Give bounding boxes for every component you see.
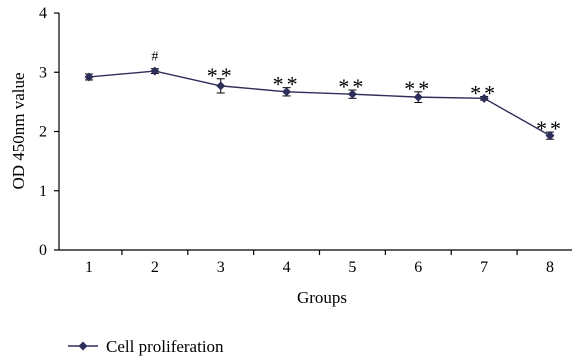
significance-label: **: [470, 81, 498, 106]
significance-label: **: [536, 116, 564, 141]
x-axis-title: Groups: [297, 288, 347, 307]
x-axis-ticks: 1 2 3 4 5 6 7 8: [85, 250, 554, 276]
x-tick-label: 3: [217, 259, 225, 276]
significance-label: **: [338, 74, 366, 99]
legend: Cell proliferation: [68, 337, 224, 356]
significance-label: **: [273, 72, 301, 97]
x-tick-label: 6: [414, 259, 422, 276]
data-point: [347, 89, 357, 99]
x-tick-label: 4: [283, 259, 291, 276]
y-tick-label: 4: [39, 5, 47, 22]
data-point: [150, 66, 160, 76]
legend-label: Cell proliferation: [106, 337, 224, 356]
y-tick-label: 3: [39, 64, 47, 81]
x-tick-label: 7: [480, 259, 488, 276]
significance-label: **: [207, 63, 235, 88]
data-point: [216, 81, 226, 91]
y-axis-ticks: 0 1 2 3 4: [39, 5, 59, 259]
series-line: [88, 70, 551, 137]
significance-label: **: [404, 76, 432, 101]
significance-label: #: [151, 50, 158, 65]
y-tick-label: 0: [39, 242, 47, 259]
data-point: [84, 72, 94, 82]
data-point: [479, 93, 489, 103]
y-tick-label: 1: [39, 183, 47, 200]
plot-area: # ** ** ** ** ** **: [84, 50, 564, 141]
data-point: [282, 87, 292, 97]
y-axis-title: OD 450nm value: [9, 72, 28, 189]
x-tick-label: 8: [546, 259, 554, 276]
x-tick-label: 5: [348, 259, 356, 276]
data-point: [545, 131, 555, 141]
data-point: [413, 92, 423, 102]
x-tick-label: 1: [85, 259, 93, 276]
x-tick-label: 2: [151, 259, 159, 276]
chart-axes: [58, 13, 572, 251]
legend-marker: [78, 341, 88, 351]
y-tick-label: 2: [39, 124, 47, 141]
